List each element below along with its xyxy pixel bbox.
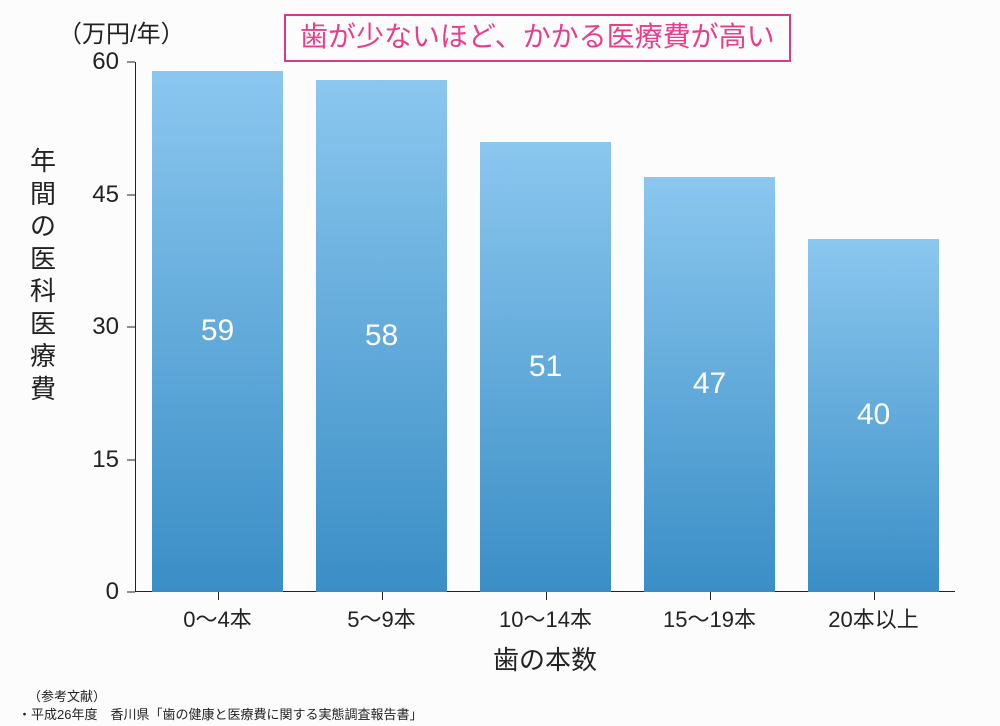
bar: 58 [316, 80, 447, 592]
y-tick-label: 15 [69, 446, 135, 474]
footnote-line-2: ・平成26年度 香川県「歯の健康と医療費に関する実態調査報告書」 [18, 704, 422, 723]
bar-value-label: 51 [529, 350, 562, 384]
y-tick-label: 45 [69, 181, 135, 209]
bar: 51 [480, 142, 611, 593]
bar-value-label: 47 [693, 367, 726, 401]
bar-value-label: 58 [365, 319, 398, 353]
x-tick-label: 15〜19本 [663, 592, 756, 634]
y-tick-label: 30 [69, 313, 135, 341]
bar: 40 [808, 239, 939, 592]
y-tick-mark [127, 194, 135, 195]
bar-value-label: 40 [857, 398, 890, 432]
y-tick-mark [127, 592, 135, 593]
chart-container: （万円/年） 歯が少ないほど、かかる医療費が高い 年間の医科医療費 0 15 30 4… [0, 0, 1000, 726]
bars-group: 59 58 51 47 40 [135, 62, 955, 592]
x-tick-label: 0〜4本 [183, 592, 251, 634]
x-tick-label: 20本以上 [828, 592, 918, 634]
footnote-line-1: （参考文献） [28, 686, 106, 705]
bar: 47 [644, 177, 775, 592]
plot-area: 015304560 5958514740 0〜4本5〜9本10〜14本15〜19… [135, 62, 955, 592]
y-tick-label: 60 [69, 48, 135, 76]
y-tick-label: 0 [69, 578, 135, 606]
y-tick-mark [127, 327, 135, 328]
unit-label: （万円/年） [58, 14, 185, 49]
x-tick-label: 10〜14本 [499, 592, 592, 634]
y-tick-mark [127, 459, 135, 460]
x-axis-label: 歯の本数 [135, 640, 955, 677]
y-axis-label: 年間の医科医療費 [30, 145, 56, 405]
x-tick-label: 5〜9本 [347, 592, 415, 634]
bar-value-label: 59 [201, 314, 234, 348]
chart-title: 歯が少ないほど、かかる医療費が高い [284, 14, 791, 62]
bar: 59 [152, 71, 283, 592]
y-tick-mark [127, 62, 135, 63]
